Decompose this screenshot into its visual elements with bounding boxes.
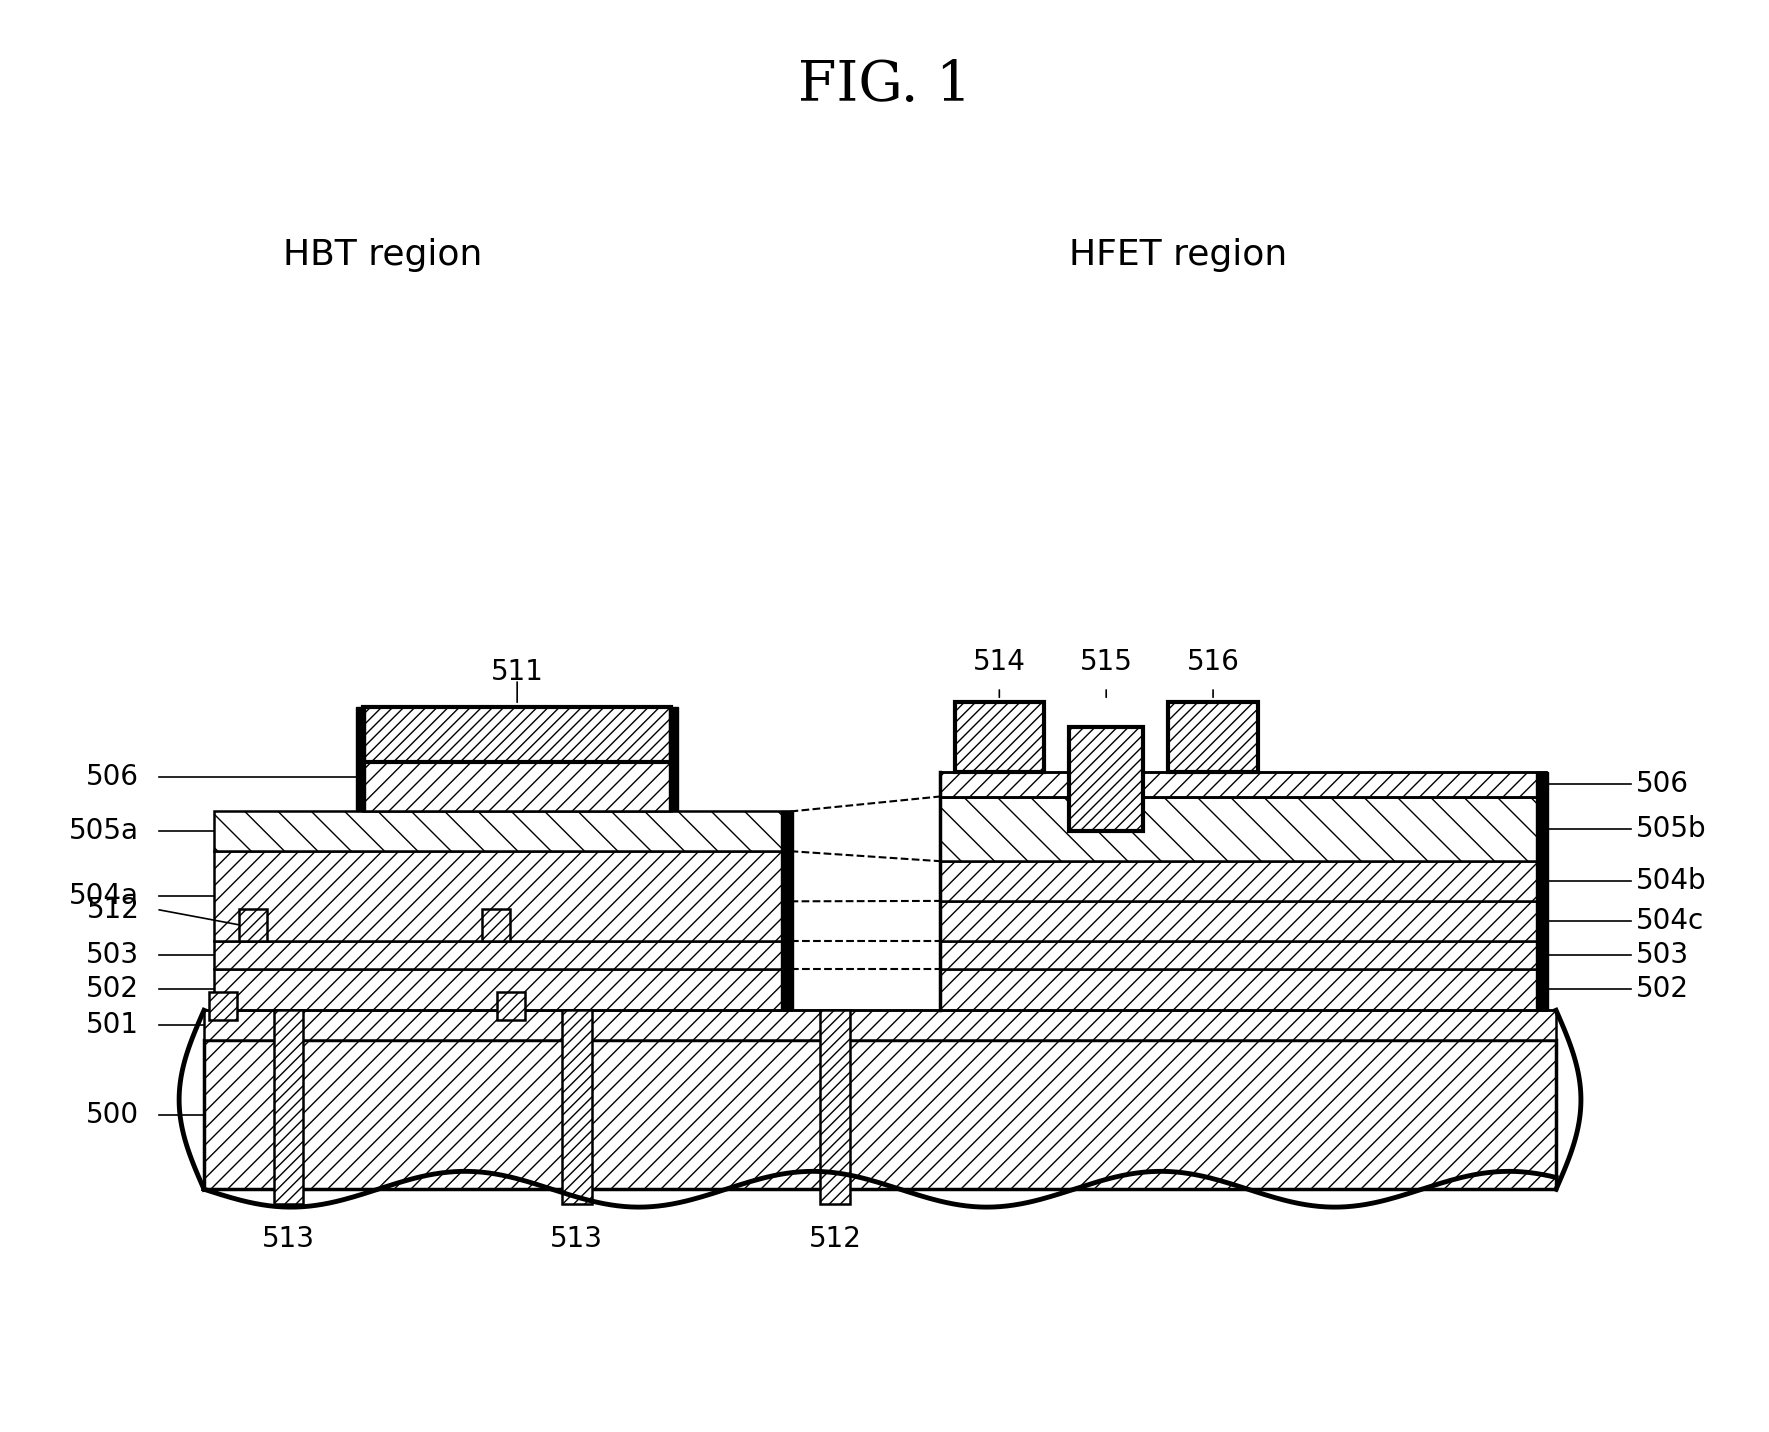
Bar [955,702,1044,772]
Text: 506: 506 [1636,769,1689,798]
Bar [497,992,525,1020]
Bar [214,851,791,941]
Bar [1068,727,1143,832]
Text: 504a: 504a [69,882,140,909]
Text: 504b: 504b [1636,866,1707,895]
Text: FIG. 1: FIG. 1 [798,59,971,113]
Text: HFET region: HFET region [1068,238,1288,272]
Bar [939,861,1546,901]
Bar [214,941,791,968]
Text: 511: 511 [490,659,543,686]
Bar [214,812,791,851]
Text: 513: 513 [262,1224,315,1253]
Text: 503: 503 [87,941,140,968]
Text: 505b: 505b [1636,815,1707,843]
Bar [939,772,1546,796]
Bar [1068,772,1143,796]
Text: 501: 501 [87,1011,140,1040]
Bar [209,992,237,1020]
Bar [939,941,1546,968]
Bar [203,1040,1557,1189]
Text: 502: 502 [87,975,140,1004]
Bar [239,909,267,941]
Text: 514: 514 [973,649,1026,676]
Bar [483,909,509,941]
Text: 503: 503 [1636,941,1689,968]
Text: 515: 515 [1079,649,1132,676]
Bar [203,1011,1557,1040]
Bar [363,762,670,812]
Text: 506: 506 [87,763,140,790]
Bar [1168,702,1258,772]
Bar [563,1011,591,1204]
Bar [214,968,791,1011]
Bar [939,796,1546,861]
Text: 513: 513 [550,1224,603,1253]
Text: 504c: 504c [1636,906,1704,935]
Bar [363,707,670,762]
Bar [356,707,364,812]
Bar [274,1011,304,1204]
Text: HBT region: HBT region [283,238,483,272]
Text: 512: 512 [87,896,140,924]
Text: 500: 500 [87,1101,140,1128]
Bar [821,1011,851,1204]
Text: 502: 502 [1636,975,1689,1004]
Bar [939,901,1546,941]
Bar [1535,772,1548,1011]
Text: 516: 516 [1187,649,1240,676]
Bar [669,707,678,812]
Text: 505a: 505a [69,818,140,845]
Bar [780,812,793,1011]
Text: 512: 512 [808,1224,862,1253]
Bar [939,968,1546,1011]
